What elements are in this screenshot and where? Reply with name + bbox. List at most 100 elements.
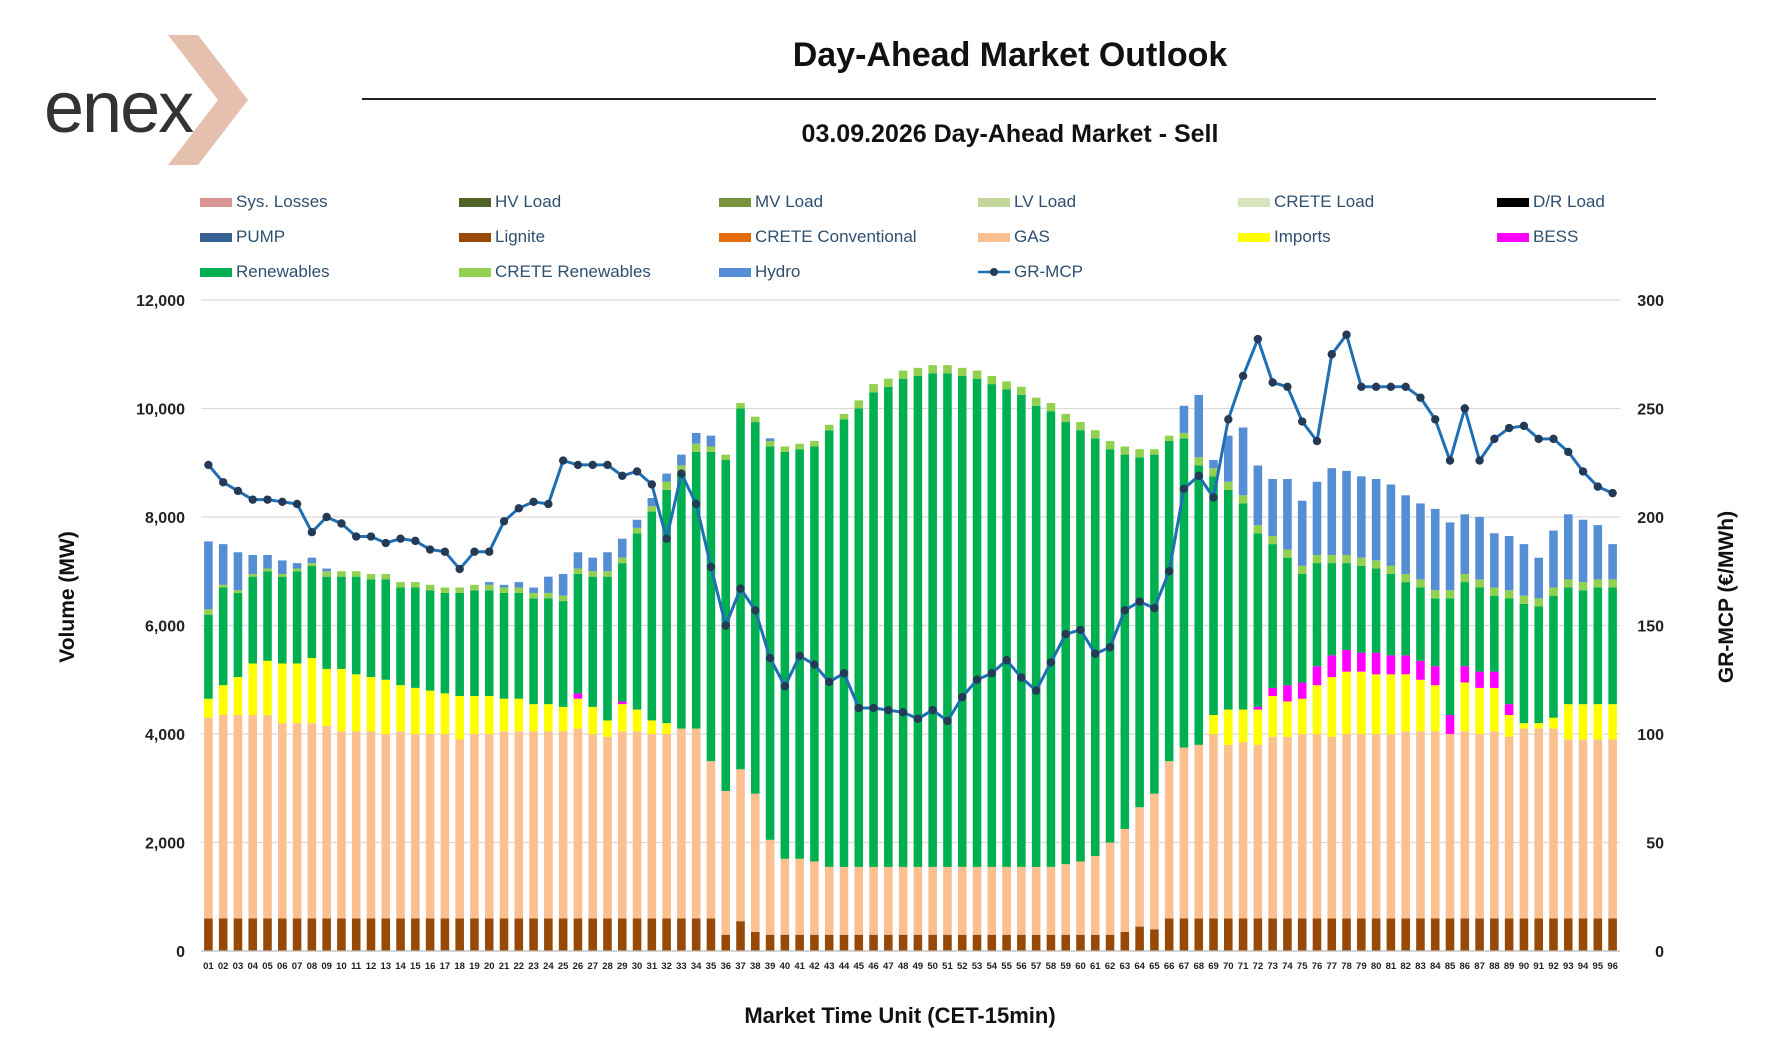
legend-item-crete-load: CRETE Load xyxy=(1238,191,1374,213)
bar-renewables xyxy=(1017,394,1026,867)
bar-hydro xyxy=(1460,514,1470,574)
bar-lignite xyxy=(1224,918,1233,951)
bar-imports xyxy=(1342,671,1351,734)
bar-crete-renewables xyxy=(824,424,834,431)
x-tick-label: 60 xyxy=(1075,961,1086,972)
mcp-point xyxy=(1283,382,1292,391)
mcp-point xyxy=(884,705,893,715)
bar-gas xyxy=(499,731,509,919)
bar-hydro xyxy=(1253,465,1263,526)
bar-lignite xyxy=(484,918,494,951)
x-tick-label: 81 xyxy=(1386,961,1397,972)
bar-lignite xyxy=(514,918,524,951)
bar-gas xyxy=(928,866,937,935)
bar-crete-renewables xyxy=(1593,579,1603,588)
x-tick-label: 95 xyxy=(1593,961,1604,972)
bar-hydro xyxy=(233,552,243,591)
bar-hydro xyxy=(1490,533,1499,588)
bar-crete-renewables xyxy=(514,587,524,593)
bar-renewables xyxy=(1386,573,1396,656)
bar-gas xyxy=(337,731,346,919)
legend-label: GAS xyxy=(1014,227,1050,246)
mcp-point xyxy=(1327,350,1336,359)
mcp-point xyxy=(751,606,760,615)
mcp-point xyxy=(1564,447,1573,457)
x-tick-label: 21 xyxy=(499,961,510,972)
x-tick-label: 73 xyxy=(1267,961,1278,972)
bar-lignite xyxy=(381,918,391,951)
bar-renewables xyxy=(322,576,331,669)
bar-gas xyxy=(691,728,701,919)
x-tick-label: 62 xyxy=(1105,961,1116,972)
bar-renewables xyxy=(1504,598,1514,705)
bar-gas xyxy=(1490,731,1499,919)
bar-lignite xyxy=(706,918,716,951)
x-tick-label: 77 xyxy=(1326,961,1337,972)
bar-lignite xyxy=(662,918,671,951)
bar-gas xyxy=(662,734,671,919)
bar-imports xyxy=(1475,687,1484,734)
mcp-point xyxy=(662,534,671,543)
mcp-point xyxy=(810,660,819,669)
bar-lignite xyxy=(957,934,967,951)
bar-hydro xyxy=(1179,405,1189,433)
mcp-point xyxy=(322,512,331,522)
bar-crete-renewables xyxy=(1297,565,1307,574)
bar-gas xyxy=(898,866,908,935)
bar-imports xyxy=(573,698,583,729)
bar-hydro xyxy=(1475,517,1484,580)
bar-renewables xyxy=(824,430,834,867)
x-tick-label: 78 xyxy=(1341,961,1352,972)
bar-lignite xyxy=(337,918,346,951)
x-tick-label: 50 xyxy=(927,961,938,972)
bar-imports xyxy=(1490,687,1499,732)
bar-imports xyxy=(544,704,553,732)
bar-gas xyxy=(218,715,228,919)
bar-crete-renewables xyxy=(233,590,243,593)
bar-renewables xyxy=(558,601,568,707)
mcp-point xyxy=(1209,493,1218,502)
y2-tick-label: 50 xyxy=(1646,836,1664,853)
bar-lignite xyxy=(1490,918,1499,951)
x-tick-label: 70 xyxy=(1223,961,1234,972)
bar-bess xyxy=(1342,649,1351,672)
bar-lignite xyxy=(307,918,317,951)
bar-hydro xyxy=(1371,479,1381,561)
bar-gas xyxy=(765,839,775,935)
mcp-point xyxy=(1504,423,1514,433)
bar-imports xyxy=(499,698,509,732)
mcp-point xyxy=(1017,673,1026,682)
mcp-point xyxy=(499,517,509,526)
bar-lignite xyxy=(1105,934,1115,951)
bar-lignite xyxy=(1268,918,1277,951)
mcp-point xyxy=(1401,382,1410,391)
bar-crete-renewables xyxy=(1224,481,1233,490)
bar-gas xyxy=(1238,742,1248,919)
bar-hydro xyxy=(617,538,627,558)
bar-bess xyxy=(1357,652,1366,672)
bar-renewables xyxy=(1578,590,1588,705)
legend-item-pump: PUMP xyxy=(200,226,285,248)
bar-lignite xyxy=(470,918,479,951)
mcp-point xyxy=(677,469,686,478)
bar-gas xyxy=(1017,866,1026,935)
bar-renewables xyxy=(1430,598,1440,667)
bar-lignite xyxy=(1076,934,1085,951)
bar-hydro xyxy=(263,554,272,569)
bar-gas xyxy=(544,731,553,919)
bar-crete-renewables xyxy=(1090,430,1100,439)
mcp-point xyxy=(1431,415,1440,424)
x-tick-label: 23 xyxy=(528,961,539,972)
bar-crete-renewables xyxy=(573,568,583,574)
bar-renewables xyxy=(248,576,258,664)
bar-lignite xyxy=(603,918,612,951)
bar-bess xyxy=(573,693,583,699)
bar-crete-renewables xyxy=(1179,432,1189,439)
bar-lignite xyxy=(1563,918,1573,951)
legend-item-mv-load: MV Load xyxy=(719,191,823,213)
x-tick-label: 68 xyxy=(1193,961,1204,972)
mcp-point xyxy=(958,692,967,702)
bar-imports xyxy=(1268,696,1277,737)
mcp-point xyxy=(558,456,568,465)
bar-lignite xyxy=(1164,918,1174,951)
